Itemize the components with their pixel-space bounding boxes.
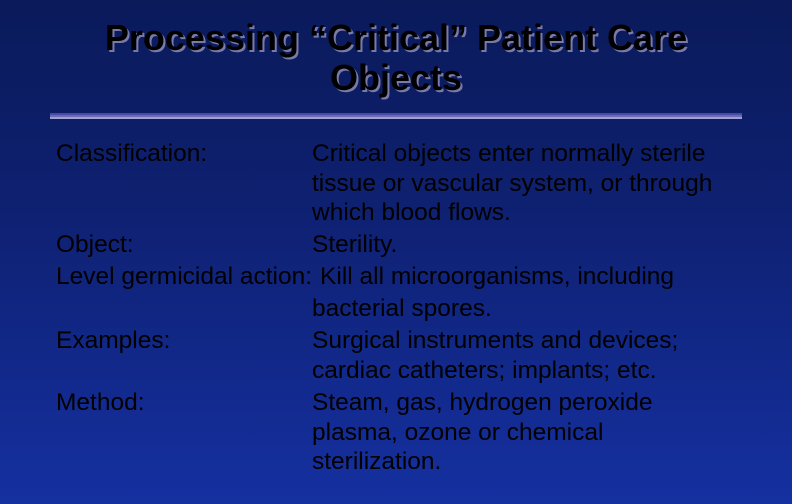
row-examples: Examples: Surgical instruments and devic… <box>56 326 736 386</box>
label-object: Object: <box>56 230 312 260</box>
row-method: Method: Steam, gas, hydrogen peroxide pl… <box>56 388 736 478</box>
value-level-cont: bacterial spores. <box>56 294 736 324</box>
value-method: Steam, gas, hydrogen peroxide plasma, oz… <box>312 388 736 478</box>
value-object: Sterility. <box>312 230 736 260</box>
label-classification: Classification: <box>56 139 312 229</box>
slide-title: Processing “Critical” Patient Care Objec… <box>50 18 742 99</box>
label-level: Level germicidal action: <box>56 262 312 292</box>
label-method: Method: <box>56 388 312 478</box>
row-classification: Classification: Critical objects enter n… <box>56 139 736 229</box>
title-divider <box>50 113 742 119</box>
label-examples: Examples: <box>56 326 312 386</box>
row-level: Level germicidal action: Kill all microo… <box>56 262 736 292</box>
row-object: Object: Sterility. <box>56 230 736 260</box>
slide: Processing “Critical” Patient Care Objec… <box>0 0 792 504</box>
slide-body: Classification: Critical objects enter n… <box>50 139 742 478</box>
row-level-cont: bacterial spores. <box>56 294 736 324</box>
value-examples: Surgical instruments and devices; cardia… <box>312 326 736 386</box>
value-level-inline: Kill all microorganisms, including <box>320 262 736 292</box>
value-classification: Critical objects enter normally sterile … <box>312 139 736 229</box>
